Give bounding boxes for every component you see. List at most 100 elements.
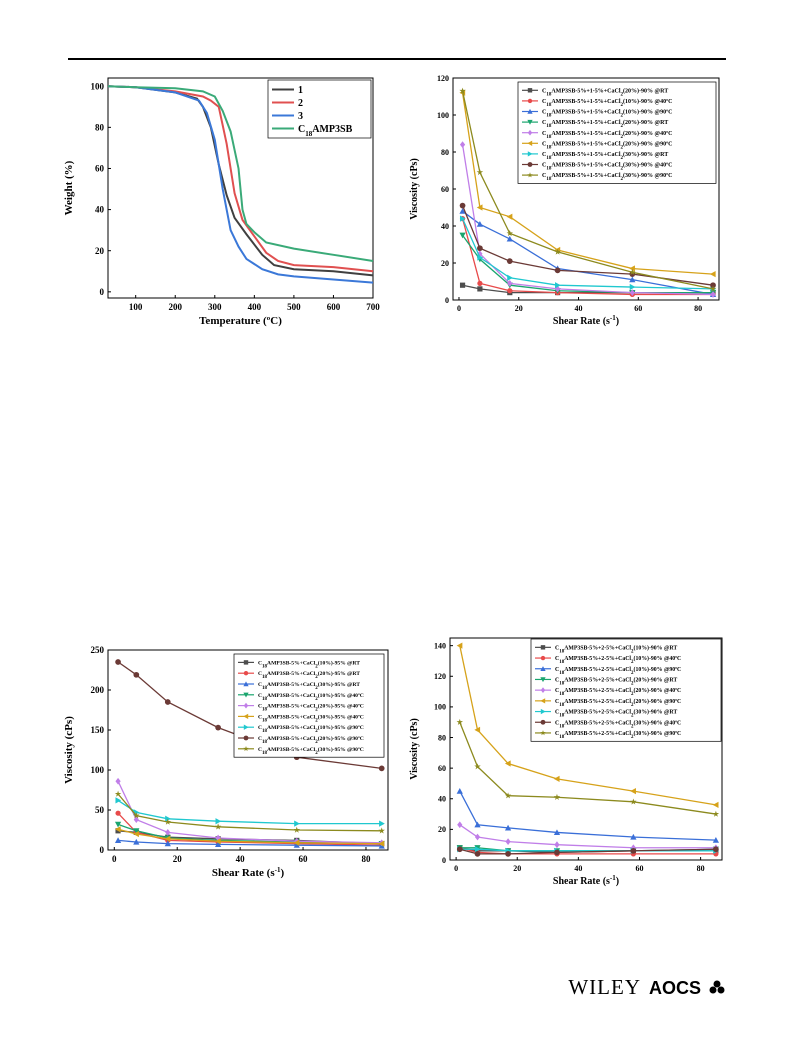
data-point: [477, 280, 483, 286]
data-point: [505, 838, 511, 846]
y-axis-label: Viscosity (cPs): [409, 718, 420, 780]
data-point: [459, 232, 466, 239]
data-point: [293, 839, 300, 846]
data-point: [476, 168, 484, 176]
x-tick-label: 700: [366, 302, 380, 312]
x-tick-label: 0: [457, 304, 461, 313]
y-tick-label: 0: [442, 856, 446, 865]
data-point: [474, 763, 481, 770]
data-point: [630, 787, 636, 795]
x-tick-label: 100: [129, 302, 143, 312]
legend-marker: [243, 713, 249, 720]
legend-marker: [540, 655, 546, 661]
plot-frame: [107, 77, 374, 299]
legend-entry: C18AMP3SB-5%+1-5%+CaCl2(10%)-90% @90ºC: [542, 109, 672, 119]
data-point: [459, 141, 466, 148]
legend-entry: C18AMP3SB-5%+1-5%+CaCl2(20%)-90% @90ºC: [542, 140, 672, 150]
data-point: [133, 816, 139, 823]
legend-entry: C18AMP3SB-5%+CaCl2(10%)-95% @40ºC: [258, 692, 364, 702]
legend-marker: [540, 719, 546, 725]
y-tick-label: 200: [91, 685, 105, 695]
x-tick-label: 40: [574, 864, 582, 873]
data-point: [554, 841, 560, 849]
legend-marker: [540, 698, 546, 704]
series-line: [117, 828, 382, 845]
data-point: [474, 846, 481, 853]
legend-entry: C18AMP3SB-5%+1-5%+CaCl2(30%)-90% @RT: [542, 151, 668, 161]
legend-entry: 2: [298, 98, 303, 109]
y-tick-label: 80: [438, 733, 446, 742]
legend-entry: C18AMP3SB-5%+2-5%+CaCl2(30%)-90% @40ºC: [555, 719, 681, 729]
legend-entry: C18AMP3SB-5%+1-5%+CaCl2(30%)-90% @90ºC: [542, 172, 672, 182]
tga-chart: 100 200 300 400 500 600 700 0 20 40 60 80 100 Tempera…: [60, 68, 390, 335]
y-tick-label: 20: [438, 825, 446, 834]
legend-entry: C18AMP3SB-5%+2-5%+CaCl2(10%)-90% @RT: [555, 644, 677, 654]
legend-marker: [243, 724, 249, 730]
x-tick-label: 60: [299, 854, 309, 864]
data-point: [114, 837, 122, 843]
legend-entry: C18AMP3SB-5%+2-5%+CaCl2(20%)-90% @40ºC: [555, 687, 681, 697]
legend-box: [517, 81, 717, 184]
series-line: [461, 218, 714, 290]
legend-entry: C18AMP3SB-5%+1-5%+CaCl2(20%)-90% @RT: [542, 87, 668, 97]
series-line: [117, 793, 382, 832]
data-point: [712, 836, 720, 843]
data-point: [459, 282, 466, 288]
data-point: [504, 824, 512, 831]
data-point: [710, 282, 716, 289]
data-point: [554, 248, 561, 255]
x-axis-label: Shear Rate (s-1): [553, 874, 619, 887]
society-logo: AOCS: [648, 978, 701, 998]
legend-marker: [540, 687, 546, 694]
data-point: [629, 268, 636, 275]
data-point: [294, 820, 300, 827]
data-point: [554, 267, 561, 274]
y-tick-label: 40: [95, 205, 105, 215]
data-point: [713, 846, 719, 853]
viscosity-chart-2-5: 0 20 40 60 80 0 20 40 60 80 100 120 140 Shear Rate (s…: [405, 628, 735, 901]
clover-icon: [709, 980, 725, 994]
viscosity-chart-cacl2: 0 20 40 60 80 0 50 100 150 200 250 Shear Rate (s-1)…: [60, 640, 400, 900]
legend-marker: [527, 108, 533, 114]
data-point: [477, 254, 484, 261]
y-tick-label: 40: [438, 795, 446, 804]
data-point: [456, 642, 463, 649]
data-point: [133, 812, 140, 819]
x-tick-label: 0: [112, 854, 117, 864]
data-point: [115, 777, 121, 785]
data-point: [710, 291, 716, 298]
plot-frame: [449, 637, 723, 861]
legend-entry: C18AMP3SB-5%+2-5%+CaCl2(20%)-90% @90ºC: [555, 698, 681, 708]
x-tick-label: 80: [361, 854, 371, 864]
series-line: [461, 144, 714, 296]
legend-marker: [527, 98, 533, 104]
y-tick-label: 0: [445, 296, 449, 305]
y-axis-label: Viscosity (cPs): [63, 716, 75, 784]
legend-entry: C18AMP3SB-5%+CaCl2(20%)-95% @90ºC: [258, 735, 364, 745]
y-tick-label: 60: [438, 764, 446, 773]
data-point: [456, 846, 463, 853]
legend-marker: [243, 692, 249, 698]
x-axis-label: Shear Rate (s-1): [212, 866, 285, 879]
data-point: [476, 221, 484, 227]
y-tick-label: 100: [91, 81, 105, 91]
data-point: [477, 286, 483, 292]
series-line: [459, 848, 716, 855]
x-axis-label: Shear Rate (s-1): [553, 314, 619, 327]
y-tick-label: 100: [91, 765, 105, 775]
legend-entry: C18AMP3SB-5%+2-5%+CaCl2(30%)-90% @90ºC: [555, 730, 681, 740]
data-point: [630, 847, 637, 854]
x-tick-label: 0: [454, 864, 458, 873]
y-tick-label: 140: [434, 641, 446, 650]
x-tick-label: 20: [515, 304, 523, 313]
legend-entry: C18AMP3SB-5%+2-5%+CaCl2(10%)-90% @90ºC: [555, 666, 681, 676]
data-point: [474, 851, 481, 857]
legend-marker: [527, 129, 533, 136]
data-point: [164, 818, 171, 825]
data-point: [712, 801, 719, 809]
legend-entry: C18AMP3SB-5%+CaCl2(10%)-95% @RT: [258, 659, 360, 669]
data-point: [456, 787, 463, 794]
data-point: [555, 285, 561, 293]
data-point: [164, 840, 171, 847]
data-point: [506, 258, 513, 265]
